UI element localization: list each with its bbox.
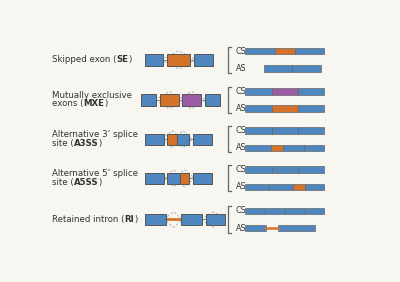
Bar bbox=[206, 214, 224, 225]
Text: site (: site ( bbox=[52, 178, 74, 187]
Bar bbox=[298, 127, 324, 134]
Text: CS: CS bbox=[236, 126, 246, 135]
Bar bbox=[193, 133, 212, 145]
Bar bbox=[205, 94, 220, 106]
Text: exons (: exons ( bbox=[52, 100, 83, 109]
Text: SE: SE bbox=[116, 55, 128, 64]
Bar bbox=[298, 88, 324, 95]
Bar bbox=[144, 173, 164, 184]
Text: MXE: MXE bbox=[83, 100, 104, 109]
Text: AS: AS bbox=[236, 64, 246, 73]
Bar bbox=[245, 225, 266, 232]
Text: Skipped exon (: Skipped exon ( bbox=[52, 55, 116, 64]
Bar bbox=[194, 54, 213, 65]
Bar bbox=[245, 145, 270, 151]
Text: Mutually exclusive: Mutually exclusive bbox=[52, 91, 132, 100]
Bar bbox=[144, 54, 163, 65]
Bar bbox=[285, 208, 304, 214]
Bar bbox=[245, 208, 265, 214]
Text: CS: CS bbox=[236, 206, 246, 215]
Text: Alternative 3’ splice: Alternative 3’ splice bbox=[52, 130, 138, 139]
Bar bbox=[283, 145, 304, 151]
Bar bbox=[245, 184, 269, 190]
Bar bbox=[295, 48, 324, 54]
Bar bbox=[180, 173, 189, 184]
Text: RI: RI bbox=[124, 215, 134, 224]
Bar bbox=[278, 225, 315, 232]
Text: A3SS: A3SS bbox=[74, 138, 98, 147]
Bar bbox=[304, 145, 324, 151]
Text: Retained intron (: Retained intron ( bbox=[52, 215, 124, 224]
Bar bbox=[245, 127, 272, 134]
Bar bbox=[245, 166, 272, 173]
Bar bbox=[274, 48, 295, 54]
Bar bbox=[177, 133, 189, 145]
Bar bbox=[292, 65, 321, 72]
Bar bbox=[264, 65, 292, 72]
Bar bbox=[304, 208, 324, 214]
Text: ): ) bbox=[128, 55, 132, 64]
Text: CS: CS bbox=[236, 165, 246, 174]
Text: ): ) bbox=[104, 100, 108, 109]
Text: A5SS: A5SS bbox=[74, 178, 98, 187]
Text: AS: AS bbox=[236, 182, 246, 191]
Bar bbox=[168, 173, 180, 184]
Bar bbox=[245, 48, 274, 54]
Text: AS: AS bbox=[236, 104, 246, 113]
Bar bbox=[168, 54, 190, 65]
Bar bbox=[272, 127, 298, 134]
Bar bbox=[245, 105, 272, 112]
Bar bbox=[245, 88, 272, 95]
Text: AS: AS bbox=[236, 224, 246, 233]
Bar bbox=[144, 133, 164, 145]
Text: ): ) bbox=[98, 138, 102, 147]
Text: AS: AS bbox=[236, 143, 246, 152]
Text: Alternative 5’ splice: Alternative 5’ splice bbox=[52, 169, 138, 178]
Bar bbox=[272, 166, 298, 173]
Bar bbox=[265, 208, 285, 214]
Bar bbox=[298, 105, 324, 112]
Text: site (: site ( bbox=[52, 138, 74, 147]
Bar bbox=[293, 184, 305, 190]
Bar bbox=[144, 214, 166, 225]
Bar bbox=[305, 184, 324, 190]
Text: ): ) bbox=[98, 178, 102, 187]
Text: CS: CS bbox=[236, 47, 246, 56]
Bar bbox=[272, 105, 298, 112]
Bar bbox=[142, 94, 156, 106]
Text: ): ) bbox=[134, 215, 137, 224]
Bar bbox=[269, 184, 293, 190]
Bar bbox=[193, 173, 212, 184]
Bar bbox=[270, 145, 283, 151]
Bar bbox=[160, 94, 179, 106]
Bar bbox=[272, 88, 298, 95]
Bar bbox=[298, 166, 324, 173]
Bar bbox=[168, 133, 177, 145]
Text: CS: CS bbox=[236, 87, 246, 96]
Bar bbox=[181, 214, 202, 225]
Bar bbox=[182, 94, 201, 106]
